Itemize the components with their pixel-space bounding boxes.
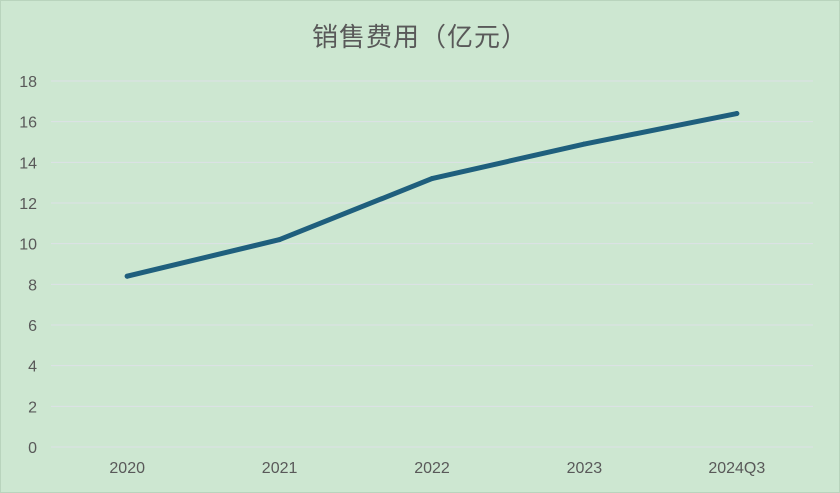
y-tick-label: 10 bbox=[19, 237, 37, 254]
y-tick-label: 4 bbox=[28, 359, 37, 376]
y-tick-label: 0 bbox=[28, 440, 37, 457]
x-tick-label: 2020 bbox=[109, 460, 145, 477]
data-point bbox=[124, 273, 130, 279]
y-tick-label: 16 bbox=[19, 115, 37, 132]
y-tick-label: 2 bbox=[28, 399, 37, 416]
data-point bbox=[429, 176, 435, 182]
data-point bbox=[734, 111, 740, 117]
y-tick-label: 8 bbox=[28, 277, 37, 294]
y-tick-label: 12 bbox=[19, 196, 37, 213]
y-tick-label: 18 bbox=[19, 74, 37, 91]
chart-title: 销售费用（亿元） bbox=[311, 23, 528, 53]
x-tick-label: 2022 bbox=[414, 460, 450, 477]
y-tick-label: 6 bbox=[28, 318, 37, 335]
x-tick-label: 2023 bbox=[567, 460, 603, 477]
x-tick-label: 2024Q3 bbox=[708, 460, 765, 477]
series-line bbox=[124, 111, 740, 279]
data-point bbox=[277, 237, 283, 243]
data-point bbox=[581, 141, 587, 147]
y-tick-label: 14 bbox=[19, 155, 37, 172]
x-tick-label: 2021 bbox=[262, 460, 298, 477]
